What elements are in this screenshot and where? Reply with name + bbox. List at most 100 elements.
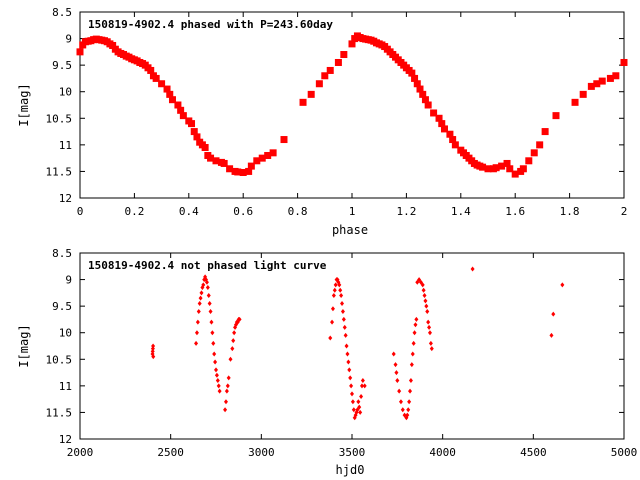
data-point — [253, 157, 261, 165]
y-tick-label: 12 — [59, 433, 72, 446]
data-point — [408, 388, 413, 394]
data-point — [199, 290, 204, 296]
data-point — [440, 125, 448, 133]
y-tick-label: 10.5 — [46, 112, 73, 125]
data-point — [337, 282, 342, 288]
data-point — [163, 85, 171, 93]
data-point — [422, 293, 427, 299]
data-point — [346, 359, 351, 365]
data-point — [357, 404, 362, 410]
data-point — [201, 282, 206, 288]
data-point — [620, 58, 628, 66]
data-point — [348, 375, 353, 381]
data-point — [333, 282, 338, 288]
data-point — [269, 149, 277, 157]
data-point — [207, 300, 212, 306]
data-point — [208, 308, 213, 314]
data-point — [498, 162, 506, 170]
data-point — [340, 51, 348, 59]
y-tick-label: 11 — [59, 380, 72, 393]
data-point — [216, 383, 221, 389]
x-tick-label: 0 — [77, 205, 84, 218]
data-point — [197, 300, 202, 306]
data-point — [195, 319, 200, 325]
y-axis-label-unphased: I[mag] — [17, 324, 31, 367]
data-point — [209, 319, 214, 325]
y-tick-label: 9.5 — [52, 59, 72, 72]
data-point — [429, 346, 434, 352]
data-point — [400, 407, 405, 413]
data-point — [409, 362, 414, 368]
data-point — [350, 391, 354, 397]
data-point — [391, 351, 396, 357]
data-point — [503, 159, 511, 167]
data-point — [177, 106, 185, 114]
data-point — [484, 165, 492, 173]
data-point — [420, 282, 425, 288]
data-point — [411, 340, 416, 346]
data-point — [394, 370, 399, 376]
data-point — [230, 346, 235, 352]
data-point — [408, 69, 416, 77]
x-tick-label: 1.4 — [451, 205, 471, 218]
data-point — [328, 335, 333, 341]
data-point — [424, 303, 429, 309]
data-point — [212, 351, 217, 357]
data-point — [214, 367, 218, 373]
data-point — [412, 330, 417, 336]
y-tick-label: 10 — [59, 86, 72, 99]
data-point — [151, 343, 156, 349]
data-point — [211, 340, 216, 346]
x-tick-label: 0.4 — [179, 205, 199, 218]
data-point — [321, 72, 329, 80]
data-point — [215, 378, 220, 384]
x-tick-label: 3500 — [339, 446, 366, 459]
y-tick-label: 9 — [65, 33, 72, 46]
x-tick-label: 1.6 — [505, 205, 525, 218]
data-point — [225, 383, 230, 389]
data-point — [152, 74, 160, 82]
data-point — [223, 399, 228, 405]
data-point — [344, 343, 349, 349]
plot-frame-unphased — [79, 252, 625, 440]
data-point — [207, 154, 215, 162]
data-point — [213, 359, 218, 365]
data-point — [435, 114, 443, 122]
data-point — [196, 308, 201, 314]
data-point — [358, 409, 363, 415]
data-point — [414, 316, 419, 322]
data-point — [421, 96, 429, 104]
data-point — [407, 399, 412, 405]
data-point — [258, 154, 266, 162]
data-point — [587, 82, 595, 90]
data-point — [188, 120, 196, 128]
data-point — [351, 407, 356, 413]
data-point — [340, 308, 345, 314]
data-point — [299, 98, 307, 106]
data-point — [438, 120, 446, 128]
data-point — [612, 72, 620, 80]
data-point — [315, 80, 323, 88]
data-point — [217, 388, 222, 394]
data-point — [334, 58, 342, 66]
x-tick-label: 4500 — [520, 446, 547, 459]
x-axis-label-unphased: hjd0 — [336, 463, 365, 477]
data-point — [194, 340, 199, 346]
data-point — [342, 324, 347, 330]
data-point — [348, 40, 356, 48]
data-point — [551, 311, 556, 317]
data-point — [340, 300, 345, 306]
x-tick-label: 1.8 — [560, 205, 580, 218]
y-tick-label: 11 — [59, 139, 72, 152]
data-point — [560, 282, 565, 288]
data-point — [451, 141, 459, 149]
data-point — [406, 407, 411, 413]
points-unphased — [150, 266, 565, 421]
data-point — [511, 170, 519, 178]
data-point — [530, 149, 538, 157]
data-point — [345, 351, 350, 357]
x-tick-label: 4000 — [429, 446, 456, 459]
data-point — [237, 316, 242, 322]
data-point — [398, 399, 403, 405]
x-tick-label: 0.2 — [124, 205, 144, 218]
